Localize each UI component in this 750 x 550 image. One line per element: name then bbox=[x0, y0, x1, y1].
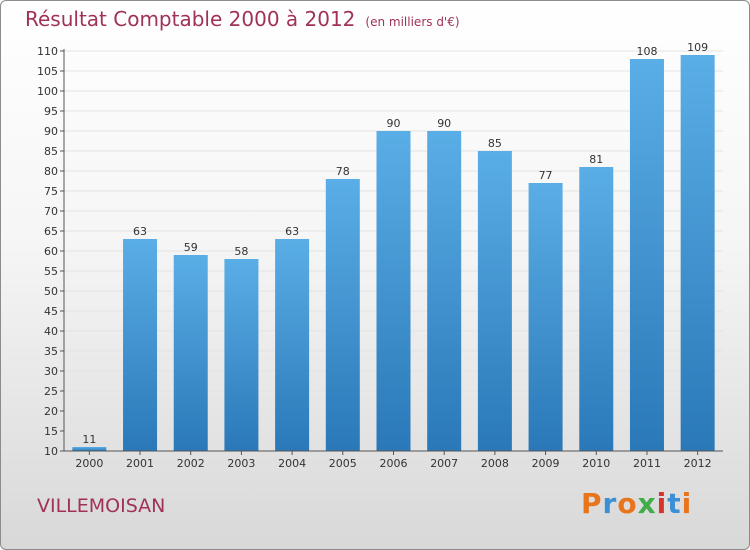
y-tick-label: 110 bbox=[37, 45, 58, 58]
y-tick-label: 80 bbox=[44, 165, 58, 178]
bar bbox=[123, 239, 158, 451]
bars bbox=[72, 55, 715, 451]
x-tick-label: 2005 bbox=[329, 457, 357, 470]
logo-letter: o bbox=[617, 487, 638, 520]
logo-letter: t bbox=[667, 487, 682, 520]
y-tick-label: 40 bbox=[44, 325, 58, 338]
y-tick-label: 105 bbox=[37, 65, 58, 78]
data-label: 78 bbox=[336, 165, 350, 178]
x-tick-label: 2004 bbox=[278, 457, 306, 470]
logo-letter: P bbox=[581, 487, 603, 520]
data-label: 90 bbox=[387, 117, 401, 130]
x-tick-label: 2007 bbox=[430, 457, 458, 470]
data-label: 81 bbox=[589, 153, 603, 166]
y-tick-label: 55 bbox=[44, 265, 58, 278]
y-tick-label: 65 bbox=[44, 225, 58, 238]
y-tick-label: 45 bbox=[44, 305, 58, 318]
y-tick-label: 75 bbox=[44, 185, 58, 198]
bar bbox=[680, 55, 715, 451]
y-tick-label: 60 bbox=[44, 245, 58, 258]
x-tick-label: 2001 bbox=[126, 457, 154, 470]
y-tick-label: 85 bbox=[44, 145, 58, 158]
bar bbox=[579, 167, 614, 451]
data-label: 90 bbox=[437, 117, 451, 130]
data-label: 85 bbox=[488, 137, 502, 150]
bar bbox=[427, 131, 462, 451]
data-labels: 11 63 59 58 63 78 90 90 85 77 81 108 109 bbox=[82, 41, 708, 446]
x-tick-label: 2008 bbox=[481, 457, 509, 470]
data-label: 108 bbox=[636, 45, 657, 58]
y-tick-label: 95 bbox=[44, 105, 58, 118]
bar bbox=[477, 151, 512, 451]
chart-title-text: Résultat Comptable 2000 à 2012 bbox=[25, 7, 356, 31]
y-tick-label: 15 bbox=[44, 425, 58, 438]
x-tick-label: 2003 bbox=[227, 457, 255, 470]
chart-subtitle: (en milliers d'€) bbox=[365, 15, 460, 29]
y-tick-label: 20 bbox=[44, 405, 58, 418]
proxiti-logo: Proxiti bbox=[581, 487, 692, 520]
data-label: 59 bbox=[184, 241, 198, 254]
x-tick-label: 2009 bbox=[532, 457, 560, 470]
data-label: 11 bbox=[82, 433, 96, 446]
x-tick-label: 2006 bbox=[380, 457, 408, 470]
bar bbox=[528, 183, 563, 451]
chart-title: Résultat Comptable 2000 à 2012 (en millie… bbox=[25, 7, 460, 31]
data-label: 77 bbox=[539, 169, 553, 182]
y-tick-label: 35 bbox=[44, 345, 58, 358]
y-tick-label: 90 bbox=[44, 125, 58, 138]
y-tick-label: 30 bbox=[44, 365, 58, 378]
y-tick-label: 25 bbox=[44, 385, 58, 398]
bar bbox=[629, 59, 664, 451]
data-label: 109 bbox=[687, 41, 708, 54]
bar bbox=[325, 179, 360, 451]
x-tick-label: 2012 bbox=[684, 457, 712, 470]
y-tick-label: 50 bbox=[44, 285, 58, 298]
bar bbox=[72, 447, 107, 451]
data-label: 58 bbox=[234, 245, 248, 258]
bar bbox=[376, 131, 411, 451]
logo-letter: i bbox=[656, 487, 668, 520]
data-label: 63 bbox=[133, 225, 147, 238]
logo-letter: x bbox=[637, 487, 657, 520]
x-tick-label: 2010 bbox=[582, 457, 610, 470]
location-name: VILLEMOISAN bbox=[37, 495, 166, 517]
data-label: 63 bbox=[285, 225, 299, 238]
y-tick-label: 100 bbox=[37, 85, 58, 98]
x-tick-label: 2011 bbox=[633, 457, 661, 470]
bar bbox=[224, 259, 259, 451]
axes: 10 15 20 25 30 35 40 45 50 55 60 65 70 75 80 85 90 95 100 1… bbox=[37, 45, 723, 470]
x-tick-label: 2000 bbox=[75, 457, 103, 470]
y-tick-label: 10 bbox=[44, 445, 58, 458]
bar bbox=[275, 239, 310, 451]
x-tick-label: 2002 bbox=[177, 457, 205, 470]
logo-letter: r bbox=[602, 487, 618, 520]
y-tick-label: 70 bbox=[44, 205, 58, 218]
logo-letter: i bbox=[681, 487, 693, 520]
bar bbox=[173, 255, 208, 451]
